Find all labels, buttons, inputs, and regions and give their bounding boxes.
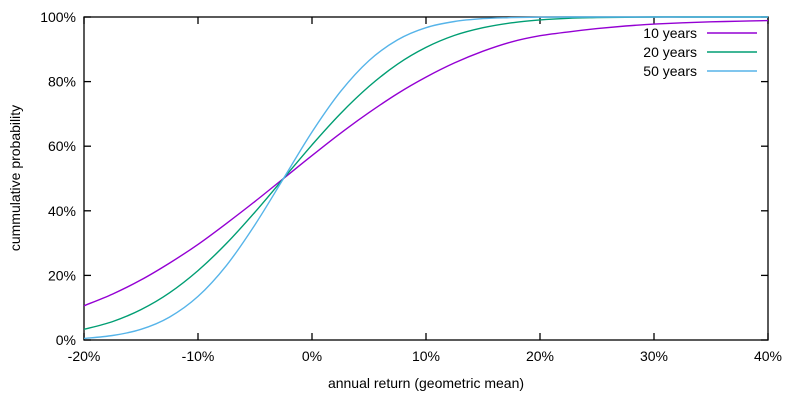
series-line-50-years — [83, 16, 768, 340]
y-tick-label: 80% — [48, 74, 76, 90]
x-tick-label: 40% — [754, 348, 782, 364]
series-line-10-years — [83, 19, 769, 307]
y-tick-label: 40% — [48, 203, 76, 219]
axes: -20% -10% 0% 10% 20% 30% 40% 0% 20% 40% 60% 80% 100% — [40, 9, 782, 364]
legend-entry-20-years: 20 years — [643, 44, 757, 60]
x-tick-label: 20% — [526, 348, 554, 364]
y-tick-label: 60% — [48, 138, 76, 154]
data-curves — [83, 16, 769, 340]
y-tick-label: 100% — [40, 9, 76, 25]
legend-label-20-years: 20 years — [643, 44, 697, 60]
legend: 10 years 20 years 50 years — [643, 25, 757, 79]
legend-entry-10-years: 10 years — [643, 25, 757, 41]
x-axis-title: annual return (geometric mean) — [328, 375, 524, 391]
legend-label-10-years: 10 years — [643, 25, 697, 41]
x-tick-label: 30% — [640, 348, 668, 364]
y-axis-title: cummulative probability — [7, 105, 23, 251]
y-tick-label: 20% — [48, 267, 76, 283]
legend-label-50-years: 50 years — [643, 63, 697, 79]
x-tick-label: 10% — [412, 348, 440, 364]
x-tick-label: 0% — [302, 348, 322, 364]
x-tick-label: -10% — [182, 348, 215, 364]
legend-entry-50-years: 50 years — [643, 63, 757, 79]
x-tick-label: -20% — [68, 348, 101, 364]
y-tick-label: 0% — [56, 332, 76, 348]
